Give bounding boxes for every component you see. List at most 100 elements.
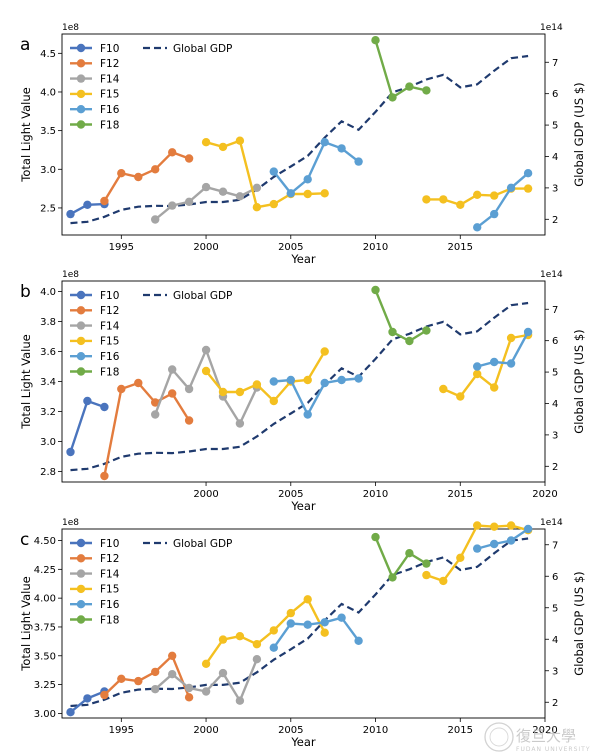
data-point-f15 [490, 191, 499, 200]
data-point-f16 [523, 327, 533, 337]
data-point-f14 [168, 670, 177, 679]
y-tick-label: 3.0 [40, 437, 56, 448]
series-f15 [201, 521, 533, 668]
global-gdp-line [70, 537, 529, 708]
y-tick-label: 2.5 [40, 203, 56, 214]
data-point-f16 [490, 357, 499, 367]
y2-tick-label: 2 [552, 462, 558, 473]
data-point-f14 [184, 197, 194, 206]
y2-tick-label: 5 [552, 603, 558, 614]
y-tick-label: 2.8 [40, 467, 56, 478]
seal-emblem [484, 722, 514, 752]
data-point-f14 [151, 215, 160, 224]
x-tick-label: 2005 [278, 242, 303, 253]
data-point-f12 [134, 172, 143, 182]
data-point-f14 [218, 187, 228, 196]
chart-panel-b: b 2000 2005 2010 2015 2020 2.8 3.0 3.2 3.4 3.6 3.8 4… [19, 270, 586, 513]
data-point-f16 [303, 410, 312, 419]
data-point-f14 [201, 687, 211, 696]
series-line-f16 [273, 377, 359, 418]
data-point-f15 [252, 203, 262, 212]
legend-label-f18: F18 [100, 366, 119, 378]
panel-label: b [20, 282, 31, 302]
data-point-f12 [117, 674, 126, 683]
series-line-f18 [374, 39, 427, 100]
data-point-f16 [354, 157, 363, 166]
series-line-f16 [476, 331, 530, 368]
series-f18 [371, 532, 431, 582]
legend-marker-f15 [76, 336, 86, 346]
data-point-f16 [303, 175, 312, 184]
x-tick-label: 2010 [363, 242, 388, 253]
data-point-f12 [168, 148, 177, 157]
data-point-f12 [117, 169, 126, 178]
y2-axis-label: Global GDP (US $) [572, 82, 586, 186]
legend-label-f12: F12 [100, 58, 119, 70]
legend-marker-f10 [76, 538, 86, 548]
chart-panel-a: a 1995 2000 2005 2010 2015 2.5 3.0 3.5 4.0 4.5 2 3 4 5… [19, 23, 586, 266]
data-point-f12 [100, 196, 109, 206]
data-point-f15 [235, 136, 245, 145]
data-point-f14 [252, 183, 262, 192]
data-point-f15 [201, 659, 211, 668]
data-point-f18 [422, 326, 431, 335]
x-tick-label: 1995 [109, 725, 134, 736]
y-tick-label: 3.8 [40, 317, 56, 328]
y-axis-label: Total Light Value [19, 334, 33, 429]
legend-marker-f10 [76, 43, 86, 53]
y2-tick-label: 3 [552, 430, 558, 441]
legend-label-f12: F12 [100, 553, 119, 565]
data-point-f12 [184, 154, 194, 163]
series-f14 [151, 182, 262, 224]
legend-label-f15: F15 [100, 584, 119, 596]
data-point-f15 [320, 628, 329, 637]
data-point-f18 [371, 285, 380, 295]
series-line-f15 [205, 597, 326, 665]
series-f10 [66, 396, 109, 457]
data-point-f16 [337, 144, 346, 153]
data-point-f18 [371, 36, 380, 45]
data-point-f18 [405, 82, 414, 91]
data-point-f16 [473, 362, 482, 371]
y-tick-label: 3.5 [40, 126, 56, 137]
data-point-f16 [354, 374, 363, 383]
data-point-f10 [100, 402, 109, 412]
series-line-f12 [103, 150, 190, 202]
data-point-f16 [506, 183, 516, 192]
global-gdp-line [70, 54, 529, 225]
legend-label-f16: F16 [100, 599, 120, 611]
data-point-f10 [66, 209, 75, 219]
data-point-f15 [456, 392, 465, 401]
x-tick-label: 2000 [193, 725, 218, 736]
data-point-f15 [422, 195, 431, 204]
y2-tick-label: 4 [552, 399, 558, 410]
legend-marker-f12 [76, 306, 86, 315]
data-point-f14 [168, 365, 177, 374]
data-point-f16 [286, 375, 295, 385]
legend-label-f18: F18 [100, 119, 119, 131]
y-tick-label: 3.2 [40, 407, 56, 418]
y-tick-label: 4.50 [34, 536, 56, 547]
x-tick-label: 2000 [193, 489, 218, 500]
y2-tick-label: 2 [552, 698, 558, 709]
y2-tick-label: 6 [552, 336, 558, 347]
legend: F10 F12 F14 F15 F16 F18 Global GDP [70, 290, 232, 378]
series-f12 [100, 148, 194, 206]
series-line-f18 [374, 289, 428, 343]
y2-tick-label: 5 [552, 368, 558, 379]
data-point-f15 [201, 138, 211, 147]
series-f12 [100, 378, 194, 481]
data-point-f16 [320, 378, 329, 388]
y2-multiplier: 1e14 [540, 270, 563, 280]
data-point-f15 [506, 521, 516, 530]
y2-tick-label: 7 [552, 58, 558, 69]
legend-marker-f10 [76, 290, 86, 300]
legend-marker-f15 [76, 89, 86, 99]
data-point-f16 [506, 536, 516, 545]
y2-tick-label: 7 [552, 540, 558, 551]
watermark-subtitle: FUDAN UNIVERSITY [516, 746, 590, 753]
data-point-f14 [151, 410, 160, 419]
data-point-f16 [506, 359, 516, 368]
legend-marker-f15 [76, 584, 86, 594]
